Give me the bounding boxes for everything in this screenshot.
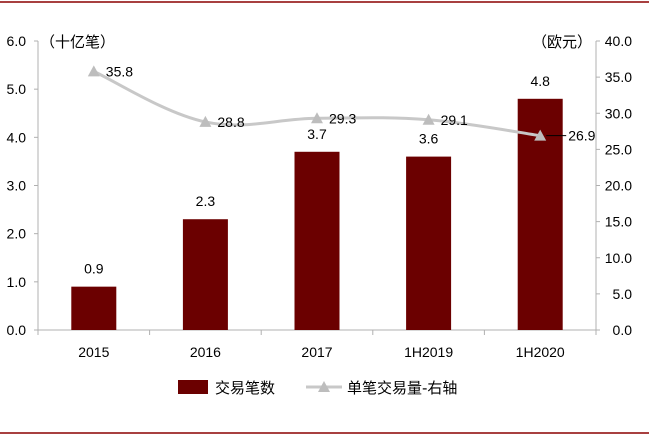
left-tick-label: 5.0 <box>7 81 27 97</box>
right-tick-label: 25.0 <box>605 141 632 157</box>
bar-value-label: 4.8 <box>530 73 550 89</box>
bar <box>182 219 228 330</box>
bar-value-label: 3.6 <box>419 131 439 147</box>
legend: 交易笔数 单笔交易量-右轴 <box>178 379 457 397</box>
bar-series <box>71 98 563 330</box>
line-value-label: 28.8 <box>217 114 244 130</box>
x-tick-label: 1H2020 <box>516 344 565 360</box>
right-tick-label: 30.0 <box>605 105 632 121</box>
line-marker-triangle <box>87 65 100 77</box>
right-axis-ticks: 0.0 5.0 10.0 15.0 20.0 25.0 30.0 35.0 40.0 <box>596 33 632 338</box>
line-value-label: 29.1 <box>441 112 468 128</box>
x-axis-ticks: 2015 2016 2017 1H2019 1H2020 <box>37 330 597 360</box>
legend-triangle-icon <box>318 381 330 392</box>
right-tick-label: 40.0 <box>605 33 632 49</box>
line-labels: 35.8 28.8 29.3 29.1 26.9 <box>106 63 596 143</box>
bar <box>71 286 117 330</box>
line-marker-triangle <box>311 112 323 124</box>
right-tick-label: 0.0 <box>613 322 633 338</box>
bar-labels: 0.9 2.3 3.7 3.6 4.8 <box>84 73 550 277</box>
right-axis-unit: （欧元） <box>532 33 592 51</box>
x-tick-label: 2016 <box>190 344 221 360</box>
right-tick-label: 10.0 <box>605 250 632 266</box>
line-value-label: 35.8 <box>106 63 133 79</box>
legend-bar-swatch <box>178 380 208 394</box>
right-tick-label: 35.0 <box>605 69 632 85</box>
line-value-label: 29.3 <box>329 110 356 126</box>
right-tick-label: 15.0 <box>605 214 632 230</box>
bar-value-label: 2.3 <box>196 193 216 209</box>
bar <box>294 151 340 330</box>
line-marker-triangle <box>534 129 547 141</box>
left-axis-unit: （十亿笔） <box>40 33 115 51</box>
left-tick-label: 6.0 <box>7 33 27 49</box>
bar-value-label: 3.7 <box>307 126 327 142</box>
right-tick-label: 20.0 <box>605 178 632 194</box>
line-series <box>87 65 547 141</box>
bar-value-label: 0.9 <box>84 261 104 277</box>
left-axis-ticks: 0.0 1.0 2.0 3.0 4.0 5.0 6.0 <box>7 33 38 338</box>
legend-line-label: 单笔交易量-右轴 <box>347 379 457 397</box>
right-tick-label: 5.0 <box>613 286 633 302</box>
x-tick-label: 2015 <box>78 344 109 360</box>
line-value-label: 26.9 <box>568 128 595 144</box>
left-tick-label: 3.0 <box>7 178 27 194</box>
x-tick-label: 1H2019 <box>404 344 453 360</box>
legend-bar-label: 交易笔数 <box>215 379 275 397</box>
left-tick-label: 1.0 <box>7 274 27 290</box>
left-tick-label: 2.0 <box>7 226 27 242</box>
line-marker-triangle <box>422 113 435 125</box>
left-tick-label: 0.0 <box>7 322 27 338</box>
bar <box>406 156 452 330</box>
line-marker-triangle <box>199 115 212 127</box>
x-tick-label: 2017 <box>301 344 332 360</box>
left-tick-label: 4.0 <box>7 129 27 145</box>
